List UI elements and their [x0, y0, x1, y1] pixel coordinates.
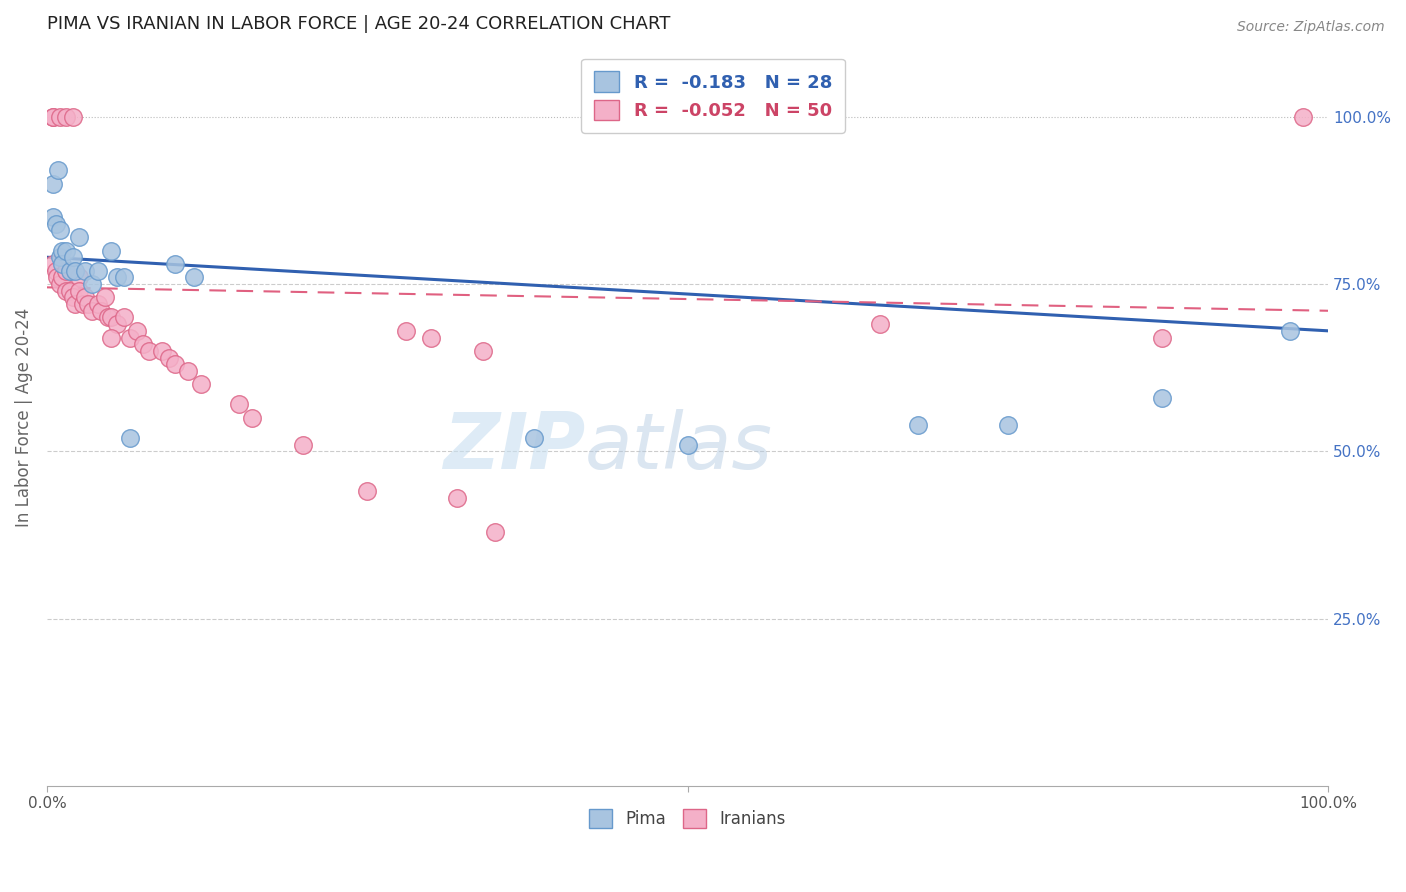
- Text: ZIP: ZIP: [443, 409, 585, 485]
- Point: [138, 343, 160, 358]
- Point: [1291, 110, 1313, 124]
- Point: [67, 270, 90, 285]
- Point: [157, 351, 180, 365]
- Point: [62, 110, 84, 124]
- Point: [46, 270, 69, 285]
- Point: [42, 110, 65, 124]
- Point: [55, 263, 77, 277]
- Point: [51, 244, 73, 258]
- Point: [1278, 324, 1301, 338]
- Point: [120, 330, 142, 344]
- Point: [1150, 391, 1173, 405]
- Point: [59, 263, 82, 277]
- Point: [63, 263, 86, 277]
- Point: [112, 310, 135, 325]
- Point: [177, 364, 200, 378]
- Point: [48, 223, 70, 237]
- Text: PIMA VS IRANIAN IN LABOR FORCE | AGE 20-24 CORRELATION CHART: PIMA VS IRANIAN IN LABOR FORCE | AGE 20-…: [46, 15, 671, 33]
- Point: [72, 297, 94, 311]
- Point: [112, 270, 135, 285]
- Point: [87, 263, 110, 277]
- Point: [42, 257, 65, 271]
- Point: [90, 303, 112, 318]
- Text: Source: ZipAtlas.com: Source: ZipAtlas.com: [1237, 20, 1385, 34]
- Point: [59, 284, 82, 298]
- Point: [48, 277, 70, 291]
- Point: [523, 431, 546, 445]
- Point: [292, 437, 315, 451]
- Point: [67, 230, 90, 244]
- Point: [80, 303, 103, 318]
- Point: [97, 310, 120, 325]
- Text: atlas: atlas: [585, 409, 773, 485]
- Point: [62, 250, 84, 264]
- Point: [45, 263, 67, 277]
- Point: [100, 330, 122, 344]
- Point: [77, 297, 100, 311]
- Point: [55, 110, 77, 124]
- Point: [395, 324, 418, 338]
- Point: [51, 257, 73, 271]
- Point: [45, 217, 67, 231]
- Point: [48, 110, 70, 124]
- Y-axis label: In Labor Force | Age 20-24: In Labor Force | Age 20-24: [15, 308, 32, 527]
- Point: [420, 330, 443, 344]
- Point: [75, 290, 97, 304]
- Point: [75, 263, 97, 277]
- Point: [190, 377, 212, 392]
- Point: [42, 177, 65, 191]
- Point: [63, 297, 86, 311]
- Point: [228, 397, 250, 411]
- Point: [240, 410, 263, 425]
- Point: [446, 491, 468, 505]
- Point: [997, 417, 1019, 432]
- Point: [163, 257, 186, 271]
- Point: [55, 284, 77, 298]
- Point: [67, 284, 90, 298]
- Point: [100, 244, 122, 258]
- Point: [1150, 330, 1173, 344]
- Point: [150, 343, 173, 358]
- Point: [132, 337, 155, 351]
- Point: [42, 110, 65, 124]
- Point: [42, 210, 65, 224]
- Point: [51, 270, 73, 285]
- Point: [100, 310, 122, 325]
- Legend: Pima, Iranians: Pima, Iranians: [581, 800, 794, 837]
- Point: [120, 431, 142, 445]
- Point: [907, 417, 929, 432]
- Point: [55, 244, 77, 258]
- Point: [125, 324, 148, 338]
- Point: [163, 357, 186, 371]
- Point: [87, 297, 110, 311]
- Point: [183, 270, 205, 285]
- Point: [93, 290, 115, 304]
- Point: [105, 270, 128, 285]
- Point: [105, 317, 128, 331]
- Point: [484, 524, 506, 539]
- Point: [80, 277, 103, 291]
- Point: [869, 317, 891, 331]
- Point: [356, 484, 378, 499]
- Point: [48, 163, 70, 178]
- Point: [676, 437, 699, 451]
- Point: [48, 250, 70, 264]
- Point: [471, 343, 494, 358]
- Point: [62, 290, 84, 304]
